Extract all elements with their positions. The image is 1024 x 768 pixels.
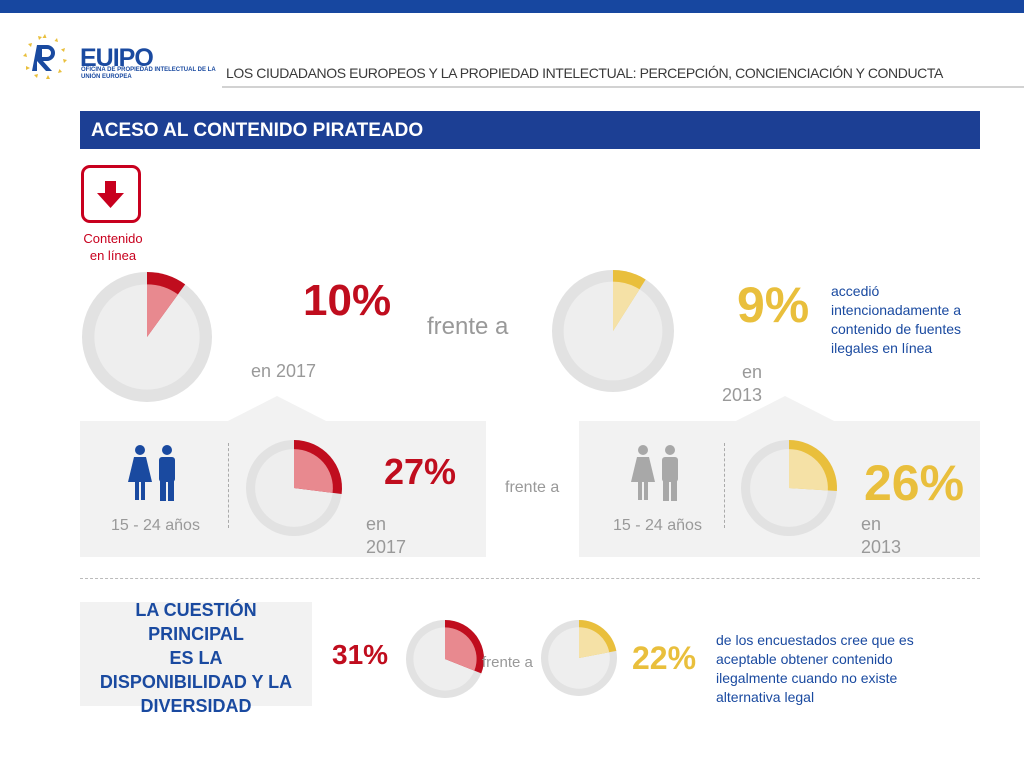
top-right-percent: 9% (737, 277, 810, 333)
callout-line3: ES LA (169, 648, 223, 668)
left-panel-pointer (222, 396, 332, 424)
bottom-versus-label: frente a (482, 654, 533, 671)
pie-inner-ring (563, 281, 663, 381)
donut-chart-bottom-right (541, 620, 617, 696)
pie-slice-inner (789, 449, 828, 491)
youth-versus-label: frente a (505, 479, 560, 496)
right-age-label: 15 - 24 años (613, 517, 702, 534)
pie-slice-inner (294, 449, 333, 493)
top-right-year-line1: en (741, 362, 762, 382)
page-title: LOS CIUDADANOS EUROPEOS Y LA PROPIEDAD I… (226, 65, 943, 81)
youth-right-percent: 26% (864, 455, 965, 511)
top-left-year: en 2017 (251, 361, 317, 381)
online-label-line2: en línea (89, 248, 137, 263)
left-age-label: 15 - 24 años (111, 517, 200, 534)
top-versus-label: frente a (427, 313, 509, 340)
logo-wordmark: EUIPO (80, 44, 154, 72)
pie-chart-2013 (552, 270, 674, 392)
top-description: accedió intencionadamente a contenido de… (831, 283, 961, 356)
youth-right-year-line2: 2013 (861, 537, 902, 557)
callout-text: LA CUESTIÓN PRINCIPAL ES LA DISPONIBILID… (80, 598, 312, 718)
online-content-label: Contenido en línea (72, 230, 154, 264)
callout-line4: DISPONIBILIDAD Y LA (99, 672, 293, 692)
bottom-left-percent: 31% (332, 639, 389, 670)
young-people-icon-2013 (631, 445, 678, 501)
euipo-logo-icon (23, 34, 67, 79)
donut-chart-youth-2013 (741, 440, 837, 536)
right-panel-pointer (730, 396, 840, 424)
top-bar (0, 0, 1024, 13)
section-separator (80, 578, 980, 579)
youth-left-year-line1: en (366, 514, 387, 534)
pie-slice-inner (445, 627, 477, 671)
panel-divider (228, 443, 229, 528)
callout-line2: PRINCIPAL (148, 624, 244, 644)
top-right-year-line2: 2013 (721, 385, 762, 405)
logo-subtitle: OFICINA DE PROPIEDAD INTELECTUAL DE LA U… (81, 67, 216, 80)
pie-chart-2017 (82, 272, 212, 402)
bottom-right-percent: 22% (632, 640, 697, 676)
section-title: ACESO AL CONTENIDO PIRATEADO (91, 120, 424, 141)
top-left-percent: 10% (303, 276, 392, 325)
callout-line1: LA CUESTIÓN (135, 600, 257, 620)
section-banner (80, 111, 980, 149)
callout-box (80, 602, 312, 706)
youth-right-year: en 2013 (861, 513, 901, 559)
bottom-description: de los encuestados cree que es aceptable… (716, 632, 914, 705)
youth-left-percent: 27% (384, 451, 457, 492)
pie-slice-inner (579, 627, 610, 658)
youth-left-year-line2: 2017 (366, 537, 407, 557)
header-divider (222, 86, 1024, 88)
callout-line5: DIVERSIDAD (140, 696, 252, 716)
pie-slice-inner (147, 284, 178, 337)
top-right-year: en 2013 (716, 361, 762, 407)
download-arrow-icon (81, 165, 141, 223)
youth-left-year: en 2017 (366, 513, 406, 559)
young-people-icon (128, 445, 175, 501)
panel-divider-2013 (724, 443, 725, 528)
pie-slice-inner (613, 281, 640, 331)
online-label-line1: Contenido (83, 231, 143, 246)
donut-chart-bottom-left (406, 620, 484, 698)
donut-chart-youth-2017 (246, 440, 342, 536)
youth-right-year-line1: en (861, 514, 882, 534)
